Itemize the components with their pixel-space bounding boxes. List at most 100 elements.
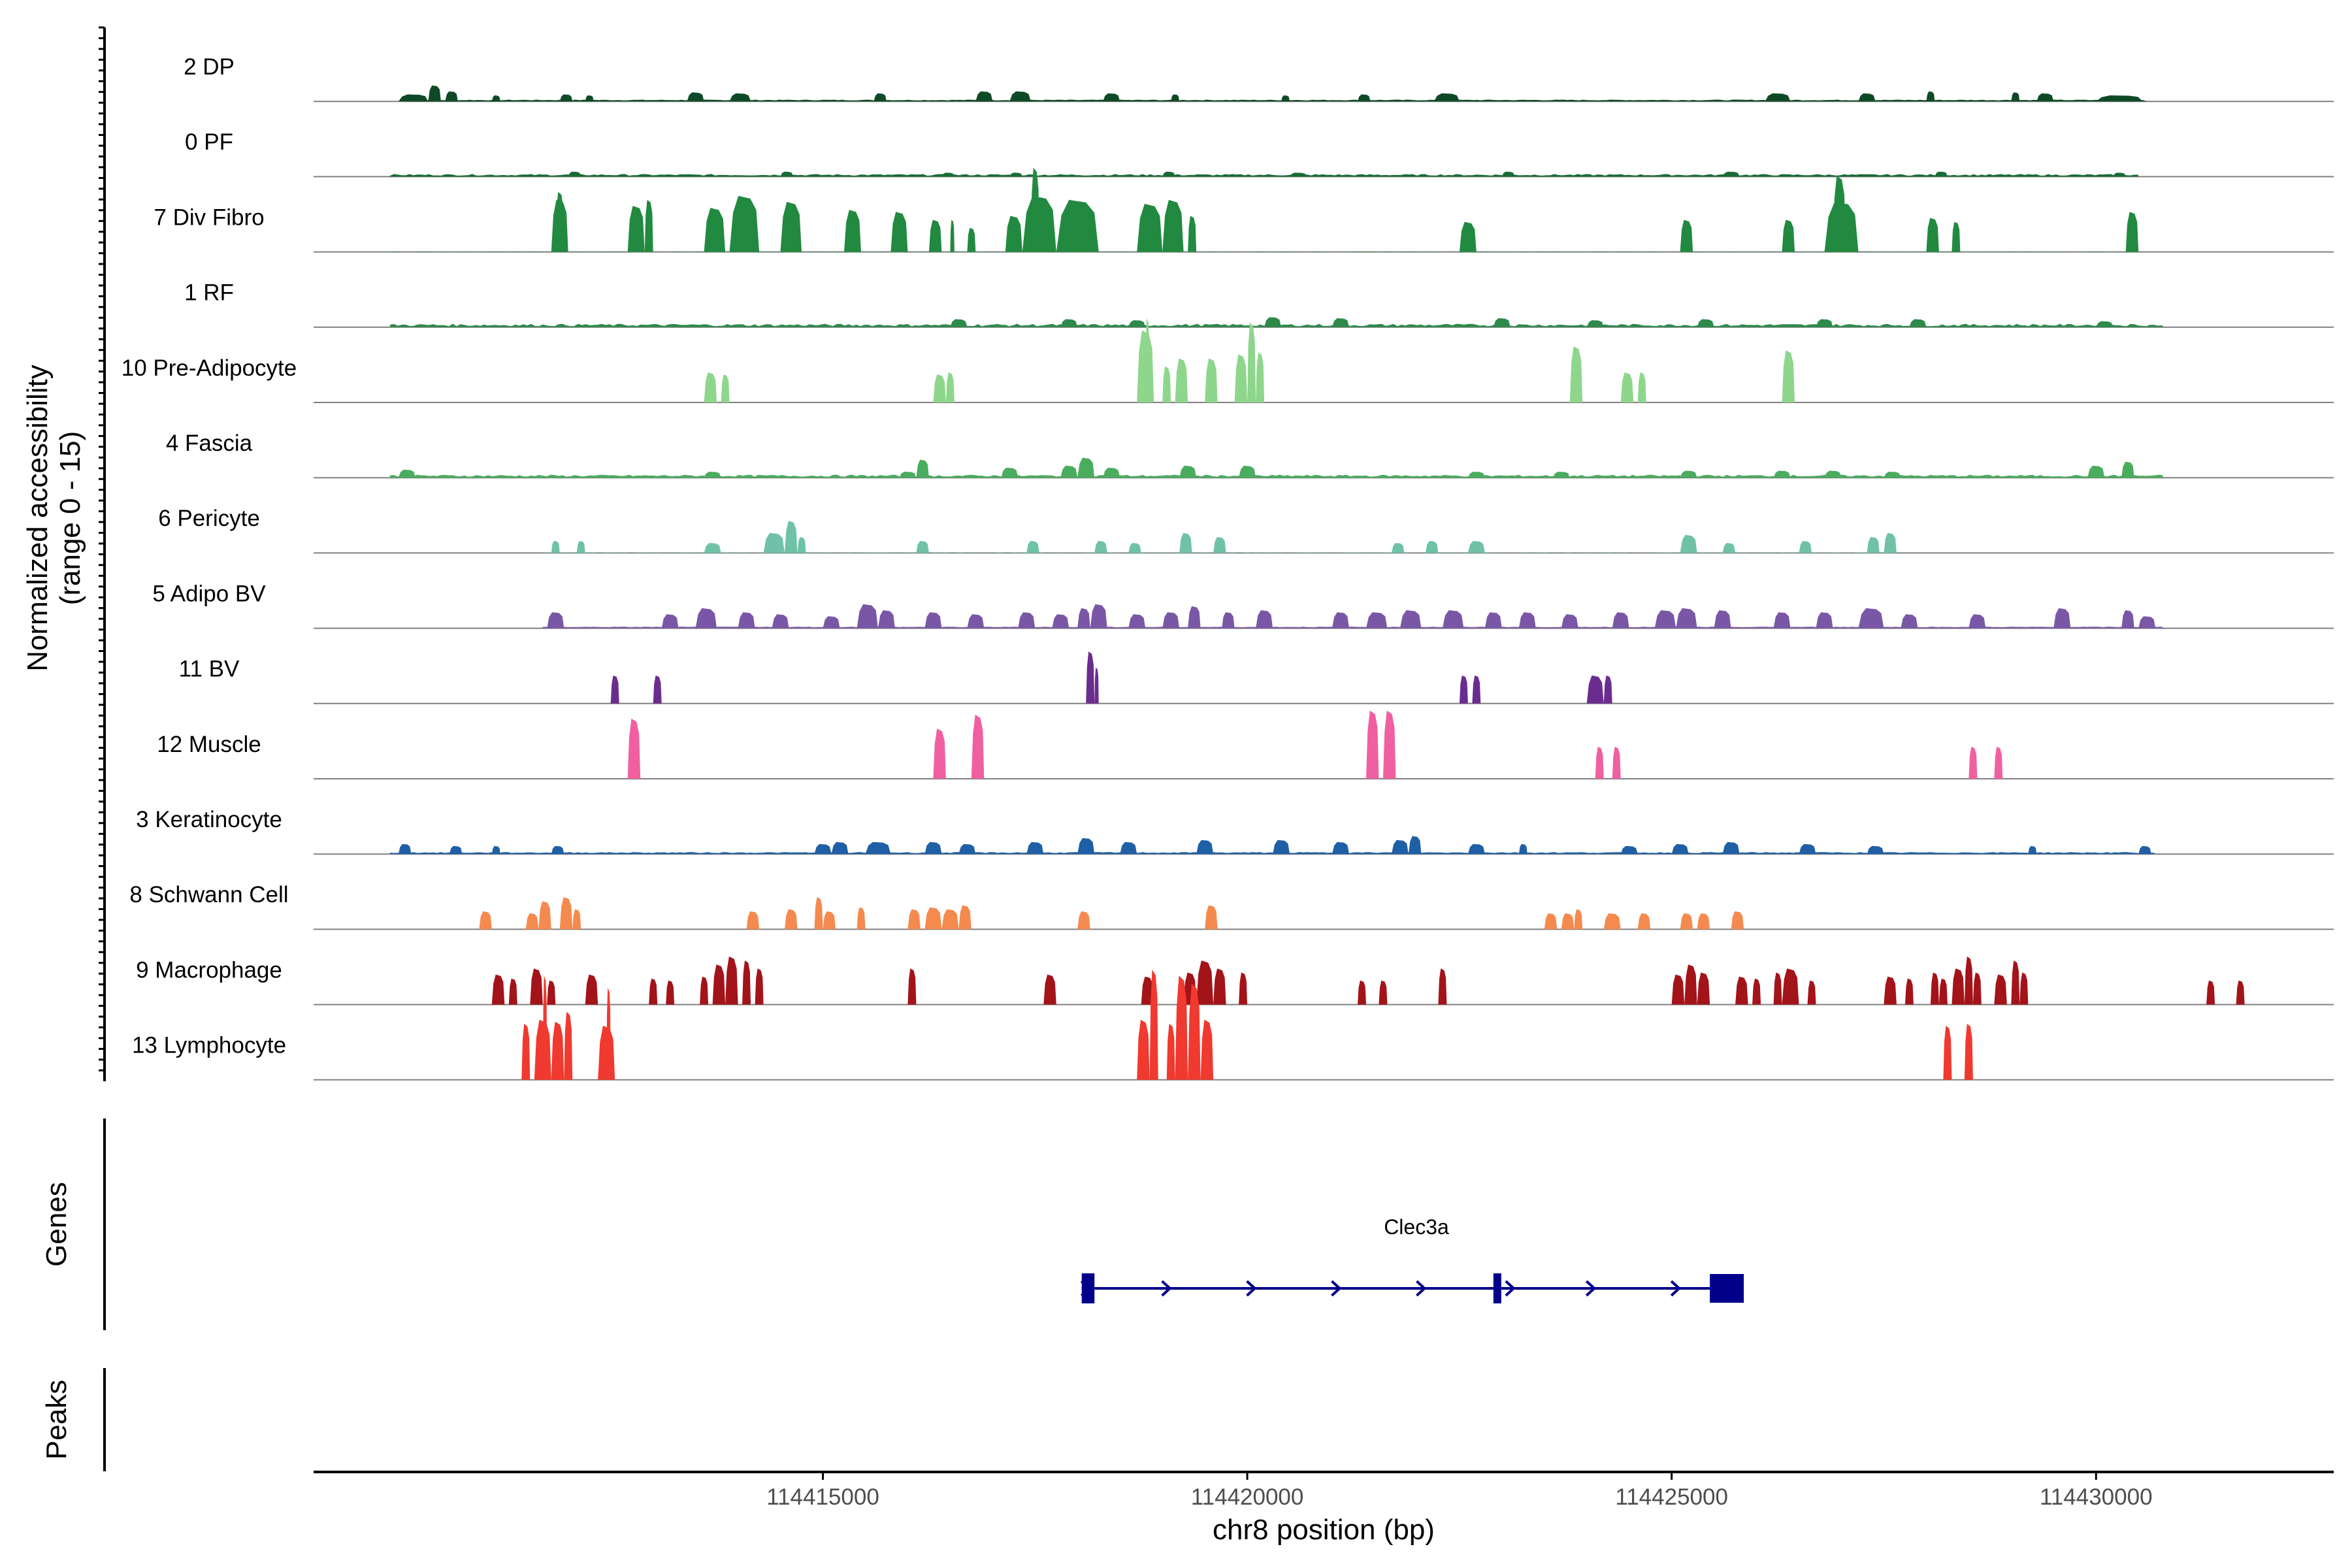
- y-axis-range-label: (range 0 - 15): [54, 431, 86, 606]
- coverage-peak: [1676, 608, 1697, 629]
- coverage-peak: [2121, 461, 2134, 478]
- coverage-peak: [661, 614, 679, 629]
- x-axis-tick-label: 114430000: [2040, 1484, 2153, 1510]
- coverage-peak: [1459, 675, 1468, 704]
- coverage-peak: [1926, 91, 1935, 102]
- coverage-peak: [1030, 167, 1039, 252]
- coverage-peak: [2019, 972, 2029, 1005]
- coverage-peak: [967, 614, 985, 629]
- coverage-peak: [1544, 913, 1558, 930]
- track-11: 3 Keratinocyte: [136, 807, 2334, 855]
- coverage-peak: [1094, 541, 1107, 553]
- coverage-peak: [907, 909, 921, 930]
- track-noise-area: [389, 174, 2139, 177]
- coverage-peak: [704, 472, 721, 478]
- gene-strand-arrow: [1331, 1280, 1342, 1297]
- coverage-peak: [610, 675, 619, 704]
- coverage-peak: [1026, 841, 1044, 855]
- coverage-peak: [1196, 960, 1214, 1005]
- track-3: 7 Div Fibro: [154, 167, 2334, 253]
- coverage-peak: [1175, 975, 1188, 1080]
- gene-strand-arrow: [1670, 1280, 1682, 1297]
- coverage-peak: [1752, 978, 1761, 1005]
- coverage-peak: [729, 93, 751, 102]
- coverage-peak: [1994, 974, 2007, 1005]
- coverage-peak: [1077, 457, 1095, 478]
- coverage-peak: [1137, 330, 1154, 402]
- coverage-peak: [1968, 746, 1978, 779]
- track-5: 10 Pre-Adipocyte: [122, 318, 2334, 403]
- track-label: 1 RF: [184, 280, 234, 306]
- coverage-peak: [547, 612, 564, 629]
- coverage-peak: [823, 911, 836, 930]
- track-6: 4 Fascia: [166, 431, 2334, 479]
- coverage-peak: [1680, 470, 1697, 478]
- coverage-peak: [606, 987, 611, 1080]
- coverage-peak: [1968, 614, 1986, 629]
- track-label: 2 DP: [184, 54, 235, 80]
- track-label: 8 Schwann Cell: [129, 882, 288, 907]
- track-12: 8 Schwann Cell: [129, 882, 2334, 930]
- coverage-peak: [2121, 610, 2134, 629]
- coverage-peak: [857, 907, 866, 930]
- coverage-peak: [1391, 543, 1405, 553]
- coverage-peak: [1145, 318, 1150, 402]
- coverage-peak: [971, 714, 985, 779]
- coverage-peak: [704, 208, 726, 252]
- coverage-peak: [1090, 604, 1107, 629]
- coverage-peak: [1077, 911, 1090, 930]
- coverage-peak: [2138, 616, 2156, 629]
- coverage-peak: [1697, 972, 1710, 1005]
- coverage-peak: [1052, 614, 1070, 629]
- coverage-peak: [1162, 171, 1175, 177]
- coverage-peak: [941, 172, 955, 177]
- coverage-peak: [1680, 913, 1693, 930]
- coverage-peak: [1128, 320, 1146, 327]
- coverage-peak: [1438, 968, 1447, 1005]
- coverage-peak: [1009, 91, 1031, 102]
- coverage-peak: [814, 843, 832, 855]
- coverage-peak: [1442, 610, 1464, 629]
- x-axis-tick-label: 114420000: [1191, 1484, 1304, 1510]
- coverage-peak: [1671, 974, 1685, 1005]
- coverage-peak: [1684, 964, 1697, 1005]
- coverage-peak: [1952, 221, 1961, 252]
- coverage-peak: [704, 543, 721, 553]
- coverage-peak: [1586, 320, 1604, 327]
- coverage-peak: [1561, 614, 1578, 629]
- track-label: 13 Lymphocyte: [132, 1033, 286, 1058]
- gene-strand-arrow: [1585, 1280, 1597, 1297]
- coverage-peak: [1332, 841, 1349, 855]
- track-7: 6 Pericyte: [158, 506, 2334, 554]
- coverage-peak: [1467, 843, 1485, 855]
- coverage-peak: [1086, 651, 1095, 704]
- coverage-peak: [916, 459, 929, 478]
- coverage-peak: [763, 532, 785, 553]
- coverage-peak: [666, 980, 675, 1005]
- coverage-peak: [1722, 171, 1740, 177]
- coverage-peak: [2096, 95, 2143, 102]
- coverage-peak: [721, 374, 730, 402]
- coverage-peak: [559, 897, 573, 930]
- coverage-peak: [1205, 905, 1218, 930]
- gene-exon: [1710, 1274, 1744, 1303]
- coverage-peak: [933, 374, 946, 402]
- coverage-peak: [924, 841, 942, 855]
- coverage-peak: [1128, 543, 1141, 553]
- coverage-peak: [780, 201, 802, 252]
- coverage-peak: [700, 976, 709, 1005]
- coverage-peak: [1561, 913, 1575, 930]
- coverage-peak: [644, 199, 653, 252]
- coverage-peak: [479, 911, 492, 930]
- coverage-peak: [1938, 978, 1948, 1005]
- coverage-peak: [576, 541, 585, 553]
- coverage-peak: [907, 968, 917, 1005]
- coverage-peak: [1128, 614, 1146, 629]
- coverage-peak: [2028, 845, 2037, 855]
- coverage-peak: [1290, 172, 1307, 177]
- coverage-peak: [1904, 978, 1914, 1005]
- coverage-peak: [924, 612, 942, 629]
- coverage-peak: [1467, 472, 1485, 478]
- coverage-peak: [1671, 843, 1689, 855]
